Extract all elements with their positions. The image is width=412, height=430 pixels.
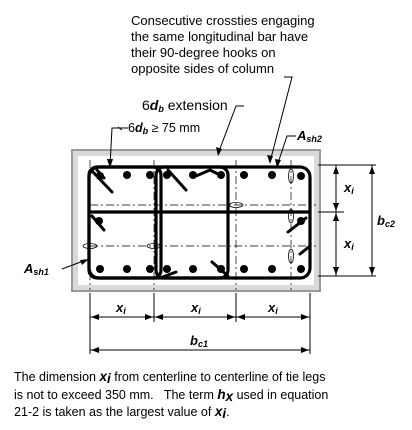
caption: The dimension xi from centerline to cent… (14, 369, 406, 422)
bottom-dim-arrowheads (91, 314, 309, 353)
tie-centerlines (89, 160, 316, 290)
xi-bottom-1-label: xi (116, 300, 126, 316)
ash1-label: Ash1 (24, 261, 49, 277)
ash2-label: Ash2 (297, 128, 322, 144)
crossties-line-2: the same longitudinal bar have (131, 29, 309, 44)
crossties-line-4: opposite sides of column (131, 61, 275, 76)
crossties-line-1: Consecutive crossties engaging (131, 13, 315, 28)
bc2-label: bc2 (377, 213, 395, 229)
longitudinal-bars (95, 171, 305, 273)
leader-lines (61, 76, 296, 270)
inner-hoop-right (154, 165, 230, 280)
ext-75-label: 6db ≥ 75 mm (128, 121, 201, 136)
right-dim-arrowheads (333, 166, 375, 275)
crossties-line-3: their 90-degree hooks on (131, 45, 276, 60)
xi-bottom-2-label: xi (191, 300, 201, 316)
bottom-dimensions (89, 293, 311, 354)
caption-line-2: is not to exceed 350 mm. The term hx use… (14, 386, 329, 404)
bc1-label: bc1 (190, 333, 208, 349)
leader-arrowheads (80, 147, 281, 265)
xi-right-top-label: xi (344, 180, 354, 196)
ext-6db-label: 6db extension (142, 97, 228, 115)
xi-bottom-3-label: xi (268, 300, 278, 316)
xi-right-bottom-label: xi (344, 236, 354, 252)
inner-hoop-left (87, 165, 163, 280)
crossties-callout: Consecutive crossties engaging the same … (131, 13, 315, 77)
caption-line-1: The dimension xi from centerline to cent… (14, 369, 326, 386)
caption-line-3: 21-2 is taken as the largest value of xi… (14, 404, 230, 421)
